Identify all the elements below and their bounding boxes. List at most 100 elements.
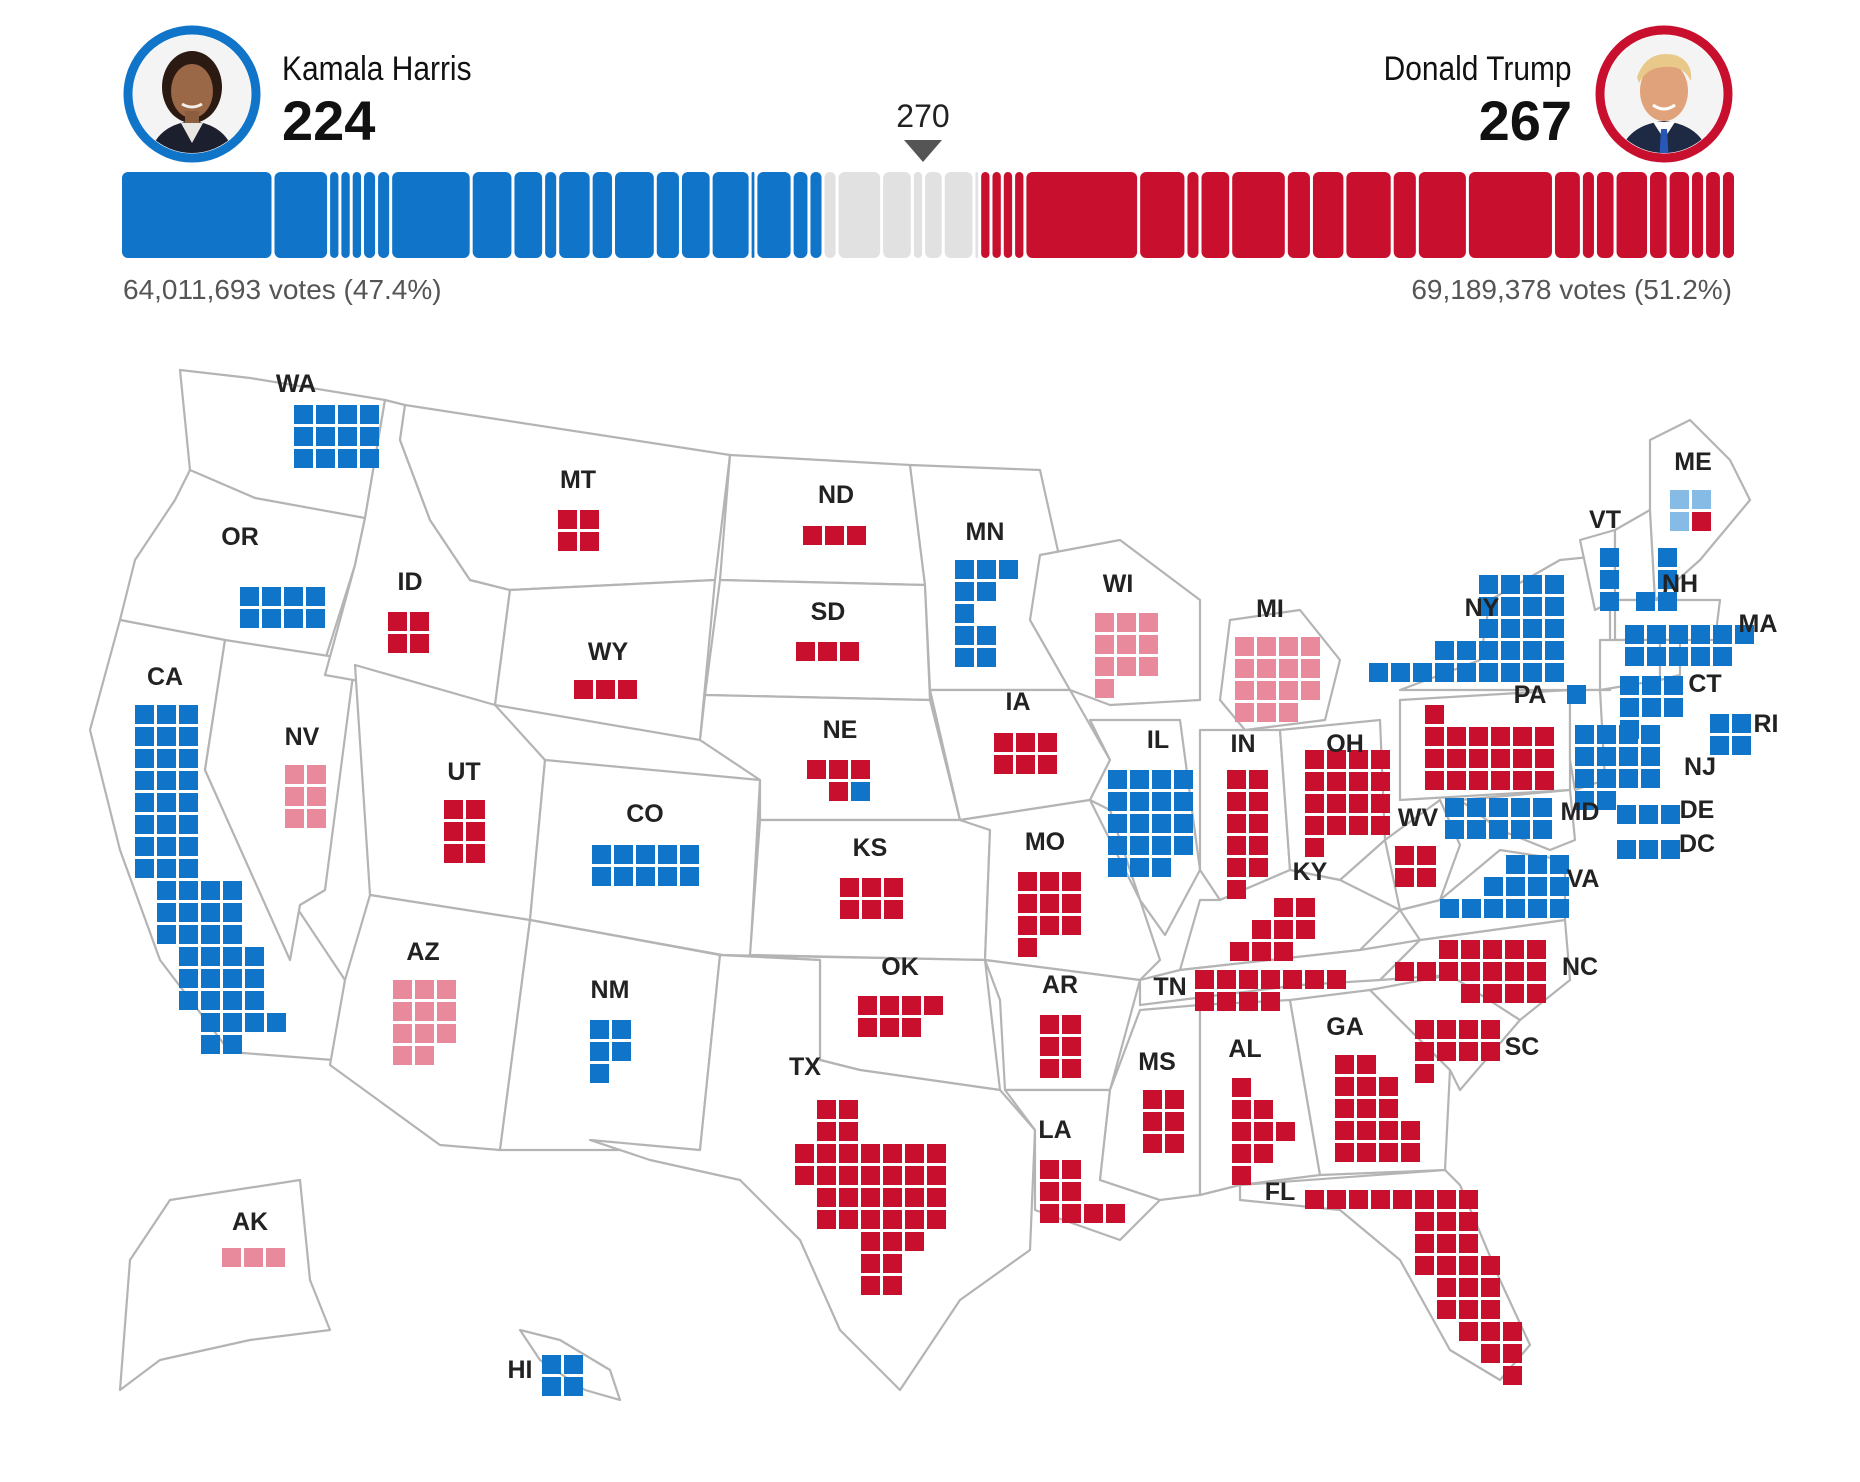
electoral-tile — [1597, 769, 1616, 788]
bar-segment-11 — [545, 172, 557, 258]
electoral-tile — [179, 969, 198, 988]
electoral-tile — [466, 844, 485, 863]
electoral-tile — [1417, 846, 1436, 865]
electoral-tile — [564, 1377, 583, 1396]
bar-segment-24 — [883, 172, 911, 258]
state-label-ma: MA — [1739, 610, 1778, 638]
electoral-tile — [955, 560, 974, 579]
electoral-tile — [1349, 772, 1368, 791]
electoral-tile — [955, 604, 974, 623]
electoral-tile — [1597, 725, 1616, 744]
state-tiles-dc — [1617, 840, 1680, 859]
electoral-tile — [1437, 1042, 1456, 1061]
electoral-tile — [244, 1248, 263, 1267]
state-tiles-mi — [1235, 637, 1320, 722]
electoral-tile — [817, 1188, 836, 1207]
electoral-tile — [1535, 771, 1554, 790]
state-tiles-ca — [135, 705, 286, 1054]
electoral-tile — [1174, 792, 1193, 811]
electoral-tile — [1459, 1020, 1478, 1039]
electoral-tile — [1254, 1100, 1273, 1119]
bar-segment-35 — [1187, 172, 1199, 258]
bar-segment-37 — [1232, 172, 1285, 258]
electoral-tile — [1305, 838, 1324, 857]
electoral-tile — [1501, 597, 1520, 616]
electoral-tile — [157, 859, 176, 878]
state-tiles-nd — [803, 526, 866, 545]
electoral-tile — [618, 680, 637, 699]
electoral-tile — [1619, 725, 1638, 744]
electoral-tile — [1117, 613, 1136, 632]
state-tiles-mt — [558, 510, 599, 551]
electoral-tile — [1327, 816, 1346, 835]
state-label-in: IN — [1231, 730, 1256, 758]
electoral-tile — [817, 1100, 836, 1119]
electoral-tile — [1535, 749, 1554, 768]
state-tiles-or — [240, 587, 325, 628]
electoral-tile — [307, 765, 326, 784]
state-tiles-tn — [1195, 970, 1346, 1011]
electoral-tile — [1545, 641, 1564, 660]
electoral-tile — [1437, 1020, 1456, 1039]
electoral-tile — [564, 1355, 583, 1374]
electoral-tile — [1152, 836, 1171, 855]
bar-segment-48 — [1650, 172, 1667, 258]
electoral-tile — [1227, 836, 1246, 855]
electoral-tile — [902, 996, 921, 1015]
electoral-tile — [905, 1166, 924, 1185]
electoral-tile — [1301, 681, 1320, 700]
electoral-tile — [1174, 836, 1193, 855]
electoral-tile — [1461, 940, 1480, 959]
electoral-tile — [1357, 1121, 1376, 1140]
electoral-tile — [1230, 942, 1249, 961]
electoral-tile — [179, 793, 198, 812]
electoral-tile — [1305, 1190, 1324, 1209]
state-label-la: LA — [1038, 1116, 1071, 1144]
electoral-tile — [393, 1046, 412, 1065]
state-tiles-co — [592, 845, 699, 886]
electoral-tile — [636, 845, 655, 864]
bar-segment-18 — [751, 172, 755, 258]
electoral-tile — [437, 1002, 456, 1021]
electoral-tile — [1395, 846, 1414, 865]
electoral-tile — [1040, 1204, 1059, 1223]
state-label-vt: VT — [1589, 506, 1621, 534]
electoral-tile — [1505, 984, 1524, 1003]
electoral-tile — [1511, 798, 1530, 817]
electoral-tile — [955, 582, 974, 601]
state-label-ms: MS — [1138, 1048, 1176, 1076]
electoral-tile — [1459, 1212, 1478, 1231]
electoral-tile — [905, 1232, 924, 1251]
electoral-tile — [861, 1254, 880, 1273]
electoral-tile — [1732, 714, 1751, 733]
electoral-tile — [1327, 794, 1346, 813]
electoral-tile — [135, 771, 154, 790]
electoral-tile — [285, 787, 304, 806]
electoral-tile — [883, 1188, 902, 1207]
state-tiles-oh — [1305, 750, 1390, 857]
electoral-tile — [840, 900, 859, 919]
electoral-tile — [905, 1210, 924, 1229]
electoral-tile — [1691, 647, 1710, 666]
electoral-tile — [658, 845, 677, 864]
electoral-tile — [1425, 705, 1444, 724]
electoral-tile — [612, 1020, 631, 1039]
bar-segment-14 — [615, 172, 654, 258]
electoral-tile — [1401, 1121, 1420, 1140]
state-outline-ak — [118, 1178, 332, 1392]
bar-segment-10 — [514, 172, 543, 258]
electoral-tile — [1117, 657, 1136, 676]
electoral-tile — [338, 405, 357, 424]
electoral-tile — [1369, 663, 1388, 682]
bar-segment-4 — [341, 172, 350, 258]
electoral-tile — [1305, 970, 1324, 989]
electoral-tile — [1437, 1300, 1456, 1319]
electoral-tile — [1279, 703, 1298, 722]
bar-segment-30 — [992, 172, 1001, 258]
electoral-tile — [902, 1018, 921, 1037]
electoral-tile — [1528, 899, 1547, 918]
electoral-tile — [223, 925, 242, 944]
electoral-tile — [245, 991, 264, 1010]
state-label-ca: CA — [147, 663, 183, 691]
electoral-tile — [1279, 681, 1298, 700]
